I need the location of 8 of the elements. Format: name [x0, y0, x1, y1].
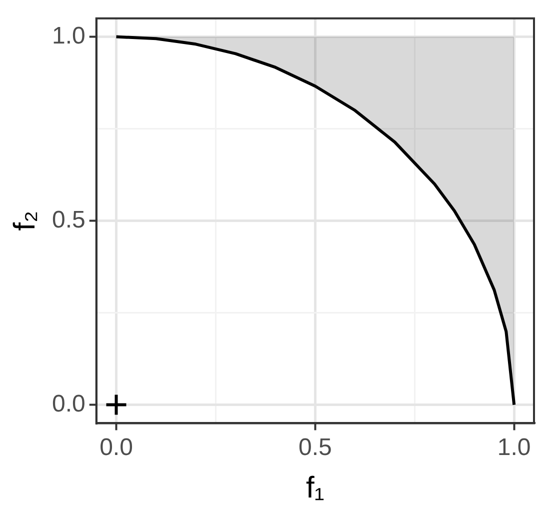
y-tick-label: 0.5 — [52, 206, 86, 234]
y-tick-label: 1.0 — [52, 22, 86, 50]
x-tick-label: 0.5 — [298, 434, 332, 462]
x-tick-label: 0.0 — [100, 434, 133, 462]
y-axis-title: f₂ — [8, 210, 42, 231]
x-axis-title: f₁ — [306, 471, 324, 504]
x-tick-label: 1.0 — [497, 434, 531, 462]
y-tick-label: 0.0 — [52, 390, 86, 418]
